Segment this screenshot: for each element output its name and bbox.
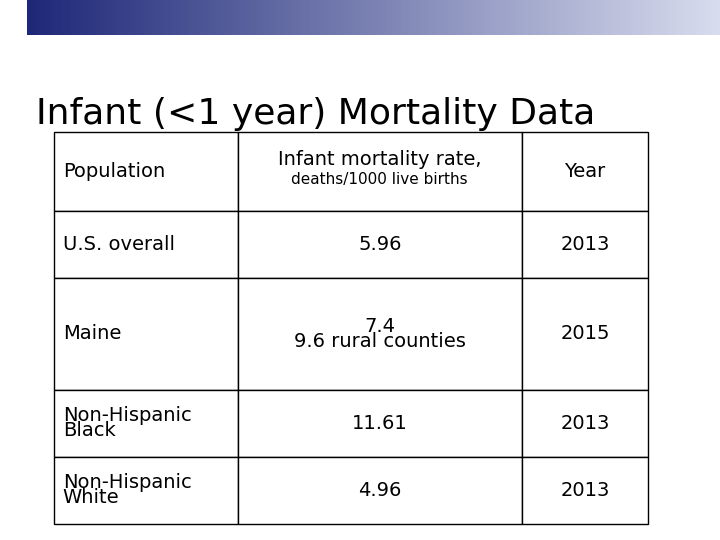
Text: 7.4: 7.4 xyxy=(364,316,395,335)
Text: Infant mortality rate,: Infant mortality rate, xyxy=(278,150,482,169)
Text: 2013: 2013 xyxy=(560,235,610,254)
Text: 4.96: 4.96 xyxy=(358,481,402,500)
Text: Year: Year xyxy=(564,162,606,181)
Text: Non-Hispanic: Non-Hispanic xyxy=(63,473,192,492)
Text: 2015: 2015 xyxy=(560,324,610,343)
Text: 9.6 rural counties: 9.6 rural counties xyxy=(294,332,466,350)
Text: Population: Population xyxy=(63,162,165,181)
Text: U.S. overall: U.S. overall xyxy=(63,235,175,254)
Text: White: White xyxy=(63,488,120,507)
Text: deaths/1000 live births: deaths/1000 live births xyxy=(292,172,468,187)
Text: 11.61: 11.61 xyxy=(352,414,408,433)
Text: Maine: Maine xyxy=(63,324,121,343)
Text: Black: Black xyxy=(63,421,115,440)
Text: 5.96: 5.96 xyxy=(358,235,402,254)
Text: 2013: 2013 xyxy=(560,481,610,500)
Text: Infant (<1 year) Mortality Data: Infant (<1 year) Mortality Data xyxy=(36,97,595,131)
Text: 2013: 2013 xyxy=(560,414,610,433)
Text: Non-Hispanic: Non-Hispanic xyxy=(63,406,192,425)
